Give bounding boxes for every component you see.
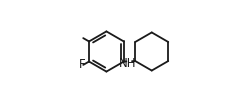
Text: NH: NH <box>119 57 136 70</box>
Text: F: F <box>78 58 85 71</box>
